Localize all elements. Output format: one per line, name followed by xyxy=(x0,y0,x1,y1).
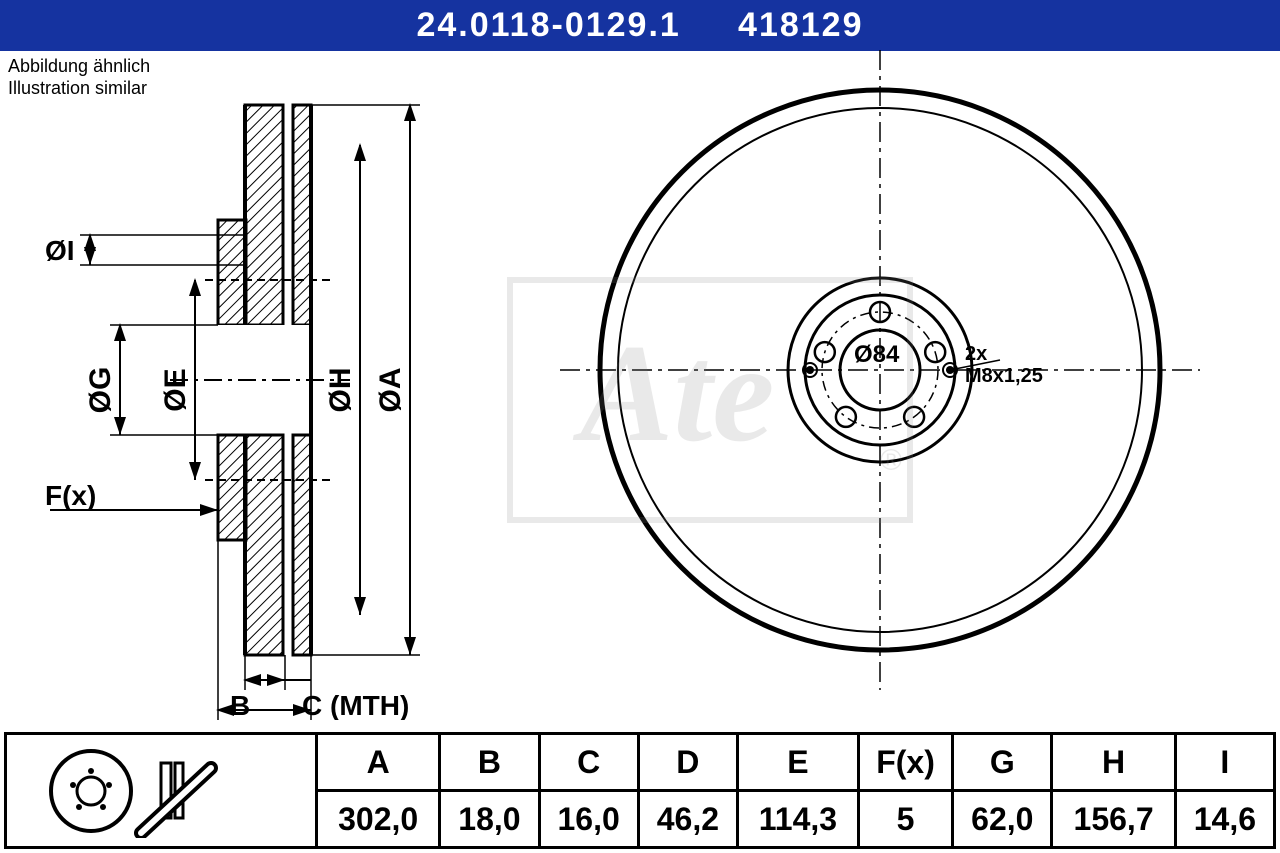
col-I: I xyxy=(1175,734,1274,791)
val-F: 5 xyxy=(858,791,952,848)
thread-spec-line2: M8x1,25 xyxy=(965,365,1043,387)
col-D: D xyxy=(638,734,737,791)
label-G: ØG xyxy=(84,367,117,414)
col-A: A xyxy=(317,734,440,791)
header-bar: 24.0118-0129.1 418129 xyxy=(0,0,1280,51)
thread-spec-line1: 2x xyxy=(965,343,987,365)
val-C: 16,0 xyxy=(539,791,638,848)
label-F: F(x) xyxy=(45,480,96,511)
label-I: ØI xyxy=(45,235,75,266)
val-H: 156,7 xyxy=(1052,791,1175,848)
spec-table: A B C D E F(x) G H I 302,0 18,0 16,0 46,… xyxy=(4,732,1276,849)
table-header-row: A B C D E F(x) G H I xyxy=(6,734,1275,791)
val-D: 46,2 xyxy=(638,791,737,848)
cross-section-view: ØA ØH ØE ØG ØI F(x) B xyxy=(45,105,420,720)
col-C: C xyxy=(539,734,638,791)
label-A: ØA xyxy=(374,368,407,413)
label-B: B xyxy=(230,690,250,720)
col-E: E xyxy=(737,734,858,791)
label-E: ØE xyxy=(159,368,192,411)
val-B: 18,0 xyxy=(440,791,539,848)
col-G: G xyxy=(953,734,1052,791)
col-B: B xyxy=(440,734,539,791)
label-H: ØH xyxy=(324,368,357,413)
val-E: 114,3 xyxy=(737,791,858,848)
col-H: H xyxy=(1052,734,1175,791)
front-view: Ø84 2x M8x1,25 xyxy=(560,50,1200,690)
part-number-long: 24.0118-0129.1 xyxy=(416,6,680,44)
col-F: F(x) xyxy=(858,734,952,791)
val-A: 302,0 xyxy=(317,791,440,848)
center-diameter-label: Ø84 xyxy=(854,341,900,368)
disc-icon-cell xyxy=(6,734,317,848)
part-number-short: 418129 xyxy=(738,6,863,44)
val-I: 14,6 xyxy=(1175,791,1274,848)
label-C: C (MTH) xyxy=(302,690,409,720)
val-G: 62,0 xyxy=(953,791,1052,848)
technical-drawing: ØA ØH ØE ØG ØI F(x) B xyxy=(0,50,1280,720)
